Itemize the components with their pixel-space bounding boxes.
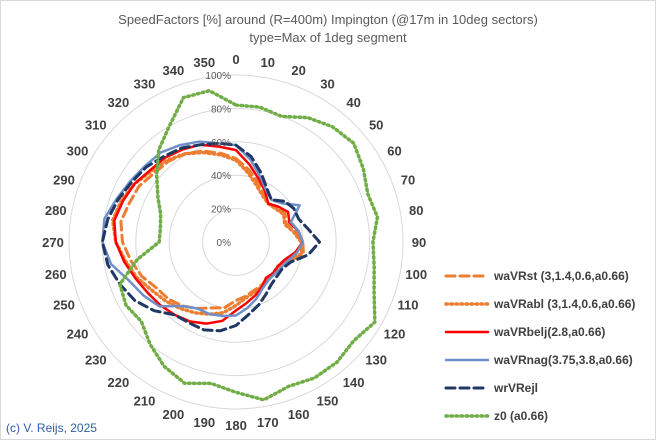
direction-label: 20 [291, 63, 305, 78]
grid-ring [168, 174, 304, 310]
legend-label: wrVRejl [493, 381, 538, 395]
direction-label: 250 [53, 298, 75, 313]
legend-label: waVRabl (3,1.4,0.6,a0.66) [493, 297, 635, 311]
ring-label: 100% [205, 71, 231, 82]
direction-label: 100 [405, 267, 427, 282]
direction-label: 120 [384, 327, 406, 342]
direction-label: 190 [193, 415, 215, 430]
direction-label: 10 [261, 55, 275, 70]
ring-label: 20% [211, 205, 231, 216]
series-line [118, 88, 380, 402]
direction-label: 260 [45, 267, 67, 282]
ring-label: 0% [217, 238, 232, 249]
direction-label: 90 [412, 235, 426, 250]
ring-labels: 0% 20% 40% 60% 80% 100% [205, 71, 231, 249]
direction-label: 30 [320, 77, 334, 92]
direction-label: 180 [225, 418, 247, 433]
direction-label: 300 [67, 144, 89, 159]
grid-ring [68, 74, 404, 410]
series-line [113, 143, 305, 325]
direction-label: 270 [42, 235, 64, 250]
ring-label: 80% [211, 104, 231, 115]
direction-label: 220 [108, 375, 130, 390]
direction-label: 240 [67, 327, 89, 342]
direction-label: 50 [369, 117, 383, 132]
direction-label: 140 [343, 375, 365, 390]
direction-label: 210 [134, 393, 156, 408]
direction-label: 40 [346, 95, 360, 110]
direction-label: 110 [397, 298, 418, 313]
direction-label: 60 [387, 144, 401, 159]
radar-series [100, 88, 380, 402]
legend-label: z0 (a0.66) [494, 409, 548, 423]
direction-label: 160 [288, 407, 310, 422]
direction-label: 320 [108, 95, 130, 110]
direction-label: 130 [365, 353, 387, 368]
direction-label: 230 [85, 353, 107, 368]
direction-label: 0 [232, 52, 239, 67]
direction-label: 80 [409, 203, 423, 218]
legend-label: waVRst (3,1.4,0.6,a0.66) [493, 269, 629, 283]
chart-title: SpeedFactors [%] around (R=400m) Impingt… [118, 12, 538, 27]
direction-label: 70 [401, 172, 415, 187]
direction-label: 280 [45, 203, 67, 218]
series-line [100, 141, 321, 333]
direction-label: 170 [257, 415, 279, 430]
series-line [101, 140, 305, 318]
direction-label: 150 [317, 393, 339, 408]
legend-label: waVRnag(3.75,3.8,a0.66) [493, 353, 633, 367]
ring-label: 60% [211, 138, 231, 149]
grid-ring [101, 107, 371, 377]
grid-ring [202, 208, 270, 276]
direction-label: 350 [193, 55, 215, 70]
ring-label: 40% [211, 171, 231, 182]
direction-label: 330 [134, 77, 156, 92]
direction-label: 290 [53, 172, 75, 187]
legend-label: waVRbelj(2.8,a0.66) [493, 325, 605, 339]
credit-text: (c) V. Reijs, 2025 [6, 421, 97, 435]
direction-label: 340 [163, 63, 185, 78]
grid-ring [135, 141, 337, 343]
series-line [119, 149, 305, 311]
direction-label: 200 [163, 407, 185, 422]
direction-label: 310 [85, 117, 107, 132]
radar-grid [68, 74, 404, 410]
chart-subtitle: type=Max of 1deg segment [249, 30, 407, 45]
legend: waVRst (3,1.4,0.6,a0.66) waVRabl (3,1.4,0… [444, 269, 635, 423]
